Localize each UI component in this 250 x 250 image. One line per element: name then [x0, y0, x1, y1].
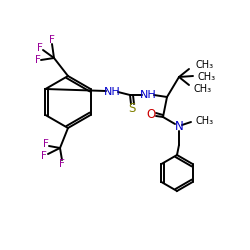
Text: CH₃: CH₃: [197, 72, 215, 82]
Text: CH₃: CH₃: [195, 60, 213, 70]
Text: F: F: [35, 55, 41, 65]
Text: F: F: [59, 159, 65, 169]
Text: NH: NH: [104, 87, 120, 97]
Text: F: F: [43, 139, 49, 149]
Text: F: F: [37, 43, 43, 53]
Text: CH₃: CH₃: [195, 116, 213, 126]
Text: NH: NH: [140, 90, 156, 100]
Text: O: O: [146, 108, 156, 122]
Text: N: N: [174, 120, 184, 134]
Text: S: S: [128, 102, 136, 116]
Text: F: F: [49, 35, 55, 45]
Text: F: F: [41, 151, 47, 161]
Text: CH₃: CH₃: [193, 84, 211, 94]
